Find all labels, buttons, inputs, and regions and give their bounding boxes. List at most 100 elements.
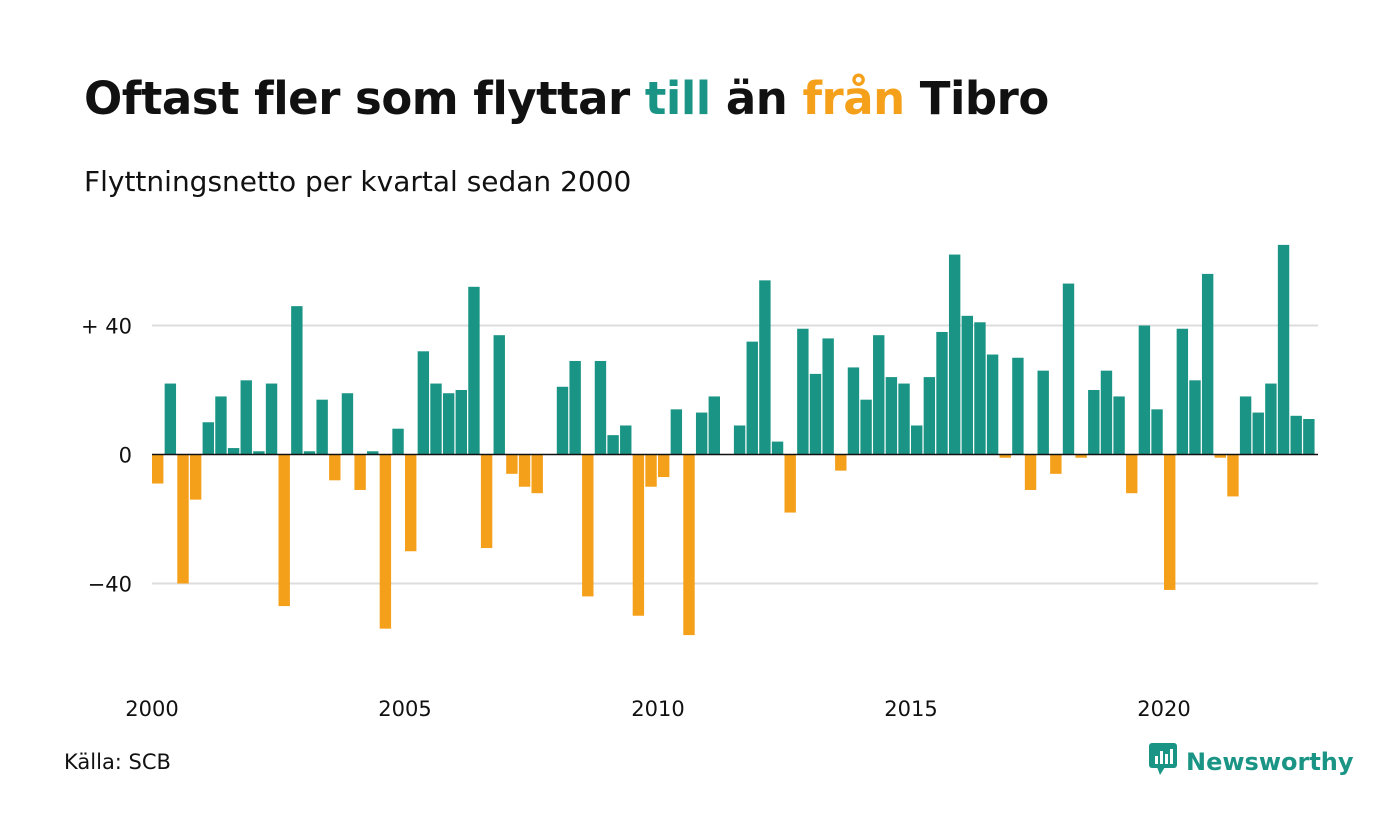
bar-quarter-38: [620, 425, 632, 455]
bar-quarter-80: [1151, 409, 1163, 455]
bar-quarter-40: [645, 454, 657, 487]
bar-quarter-51: [784, 454, 796, 513]
bar-quarter-31: [531, 454, 543, 494]
bar-quarter-47: [733, 425, 746, 455]
bar-quarter-76: [1100, 370, 1113, 455]
bar-quarter-15: [329, 454, 341, 481]
bar-quarter-16: [341, 393, 354, 455]
bar-quarter-55: [835, 454, 847, 471]
bar-quarter-91: [1290, 415, 1302, 455]
y-tick-label: + 40: [81, 315, 132, 339]
bar-quarter-18: [367, 451, 379, 455]
bar-quarter-44: [695, 412, 708, 455]
bar-quarter-12: [291, 306, 303, 455]
bar-quarter-64: [948, 254, 961, 455]
bar-quarter-7: [227, 448, 240, 455]
bar-quarter-26: [468, 286, 480, 455]
title-word-till: till: [644, 72, 711, 125]
bar-quarter-9: [253, 451, 265, 455]
bar-quarter-24: [442, 393, 455, 455]
bar-quarter-21: [405, 454, 417, 552]
bar-quarter-71: [1037, 370, 1049, 455]
bar-quarter-66: [974, 322, 986, 455]
bar-quarter-53: [809, 373, 822, 455]
title-word-fran: från: [802, 72, 905, 125]
bar-quarter-48: [746, 341, 758, 455]
bar-quarter-77: [1113, 396, 1125, 455]
bar-quarter-88: [1252, 412, 1264, 455]
bar-quarter-69: [1012, 357, 1024, 455]
bar-quarter-29: [506, 454, 518, 474]
bar-quarter-87: [1239, 396, 1252, 455]
bar-quarter-30: [518, 454, 531, 487]
bar-quarter-72: [1050, 454, 1062, 474]
bar-quarter-13: [303, 451, 316, 455]
bar-quarter-43: [683, 454, 695, 636]
title-part-3: Tibro: [904, 72, 1049, 125]
bar-quarter-11: [278, 454, 290, 607]
bar-quarter-3: [177, 454, 189, 584]
bar-quarter-61: [911, 425, 923, 455]
x-tick-label: 2015: [884, 697, 937, 721]
bar-quarter-8: [240, 380, 252, 455]
bar-quarter-59: [885, 377, 898, 455]
bar-quarter-37: [607, 435, 619, 455]
title-part-1: Oftast fler som flyttar: [84, 72, 645, 125]
bar-quarter-78: [1126, 454, 1138, 494]
bar-quarter-45: [708, 396, 720, 455]
bar-quarter-23: [430, 383, 442, 455]
bar-quarter-73: [1062, 283, 1075, 455]
bar-quarter-75: [1088, 390, 1100, 455]
bar-quarter-85: [1214, 454, 1226, 458]
brand-name: Newsworthy: [1186, 748, 1354, 776]
bar-quarter-34: [569, 360, 581, 455]
bar-quarter-42: [670, 409, 683, 455]
x-tick-label: 2005: [378, 697, 431, 721]
bar-quarter-92: [1303, 419, 1315, 455]
chart-subtitle: Flyttningsnetto per kvartal sedan 2000: [84, 165, 632, 198]
bar-quarter-52: [797, 328, 809, 455]
bars: [152, 244, 1315, 636]
bar-quarter-4: [189, 454, 202, 500]
bar-quarter-17: [354, 454, 366, 490]
bar-quarter-82: [1176, 328, 1189, 455]
bar-quarter-6: [215, 396, 227, 455]
bar-quarter-84: [1201, 273, 1214, 455]
grid-lines: [152, 324, 1318, 585]
bar-quarter-54: [822, 338, 834, 455]
y-tick-label: −40: [88, 573, 132, 597]
bar-quarter-1: [152, 454, 164, 484]
bar-quarter-56: [847, 367, 860, 455]
bar-quarter-81: [1164, 454, 1176, 590]
chart-title: Oftast fler som flyttar till än från Tib…: [84, 72, 1049, 125]
bar-quarter-2: [164, 383, 177, 455]
bar-quarter-28: [493, 335, 505, 455]
bar-quarter-33: [556, 386, 569, 455]
brand-logo: Newsworthy: [1148, 742, 1354, 782]
x-axis-ticks: 2000 2005 2010 2015 2020: [125, 697, 1190, 721]
bar-quarter-62: [923, 377, 936, 455]
bar-quarter-27: [480, 454, 493, 549]
bar-quarter-50: [771, 441, 784, 455]
bar-quarter-25: [455, 390, 467, 455]
bar-quarter-83: [1189, 380, 1201, 455]
bar-quarter-14: [316, 399, 328, 455]
bar-quarter-57: [860, 399, 872, 455]
bar-quarter-19: [379, 454, 392, 629]
bar-quarter-41: [658, 454, 670, 478]
bar-quarter-39: [632, 454, 645, 616]
bar-quarter-49: [759, 280, 771, 455]
source-note: Källa: SCB: [64, 750, 171, 774]
bar-quarter-90: [1277, 244, 1290, 455]
bar-quarter-67: [986, 354, 999, 455]
bar-quarter-60: [898, 383, 910, 455]
bar-quarter-35: [582, 454, 594, 597]
bar-quarter-22: [417, 351, 430, 455]
bar-quarter-58: [873, 335, 885, 455]
bar-quarter-86: [1227, 454, 1239, 497]
newsworthy-chart-bubble-icon: [1148, 742, 1178, 782]
y-tick-label: 0: [119, 444, 132, 468]
bar-quarter-68: [999, 454, 1011, 458]
y-axis-ticks: + 40 0 −40: [81, 315, 132, 597]
x-tick-label: 2000: [125, 697, 178, 721]
